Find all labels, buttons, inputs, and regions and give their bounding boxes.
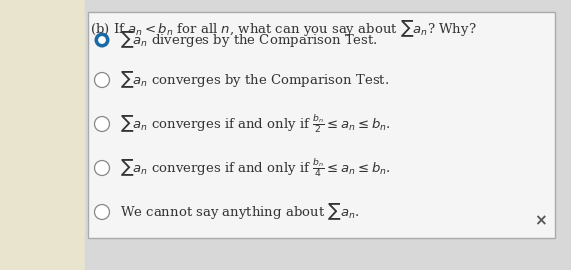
Text: ×: ×	[534, 213, 547, 228]
Text: $\sum a_n$ converges by the Comparison Test.: $\sum a_n$ converges by the Comparison T…	[120, 70, 389, 90]
FancyBboxPatch shape	[88, 12, 555, 238]
Text: We cannot say anything about $\sum a_n$.: We cannot say anything about $\sum a_n$.	[120, 202, 360, 222]
Circle shape	[98, 36, 106, 44]
Bar	[0, 0, 85, 270]
Circle shape	[94, 204, 110, 220]
Circle shape	[94, 116, 110, 131]
Text: (b) If $a_n < b_n$ for all $n$, what can you say about $\sum a_n$? Why?: (b) If $a_n < b_n$ for all $n$, what can…	[90, 18, 477, 39]
Text: $\sum a_n$ diverges by the Comparison Test.: $\sum a_n$ diverges by the Comparison Te…	[120, 30, 378, 50]
Circle shape	[94, 160, 110, 176]
Text: $\sum a_n$ converges if and only if $\frac{b_n}{2} \leq a_n \leq b_n$.: $\sum a_n$ converges if and only if $\fr…	[120, 113, 391, 136]
Circle shape	[94, 73, 110, 87]
Circle shape	[94, 32, 110, 48]
Bar	[85, 0, 571, 270]
Text: $\sum a_n$ converges if and only if $\frac{b_n}{4} \leq a_n \leq b_n$.: $\sum a_n$ converges if and only if $\fr…	[120, 157, 391, 180]
